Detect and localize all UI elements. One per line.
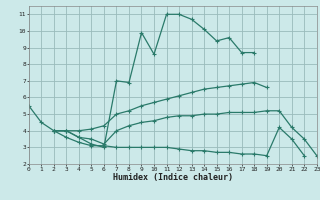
X-axis label: Humidex (Indice chaleur): Humidex (Indice chaleur) — [113, 173, 233, 182]
